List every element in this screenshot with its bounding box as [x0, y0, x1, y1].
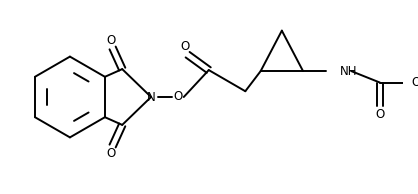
Text: N: N — [147, 91, 155, 104]
Text: O: O — [180, 41, 189, 54]
Text: O: O — [106, 147, 115, 160]
Text: O: O — [173, 90, 183, 104]
Text: NH: NH — [339, 65, 357, 78]
Text: O: O — [412, 76, 418, 89]
Text: O: O — [106, 34, 115, 47]
Text: O: O — [375, 108, 385, 121]
